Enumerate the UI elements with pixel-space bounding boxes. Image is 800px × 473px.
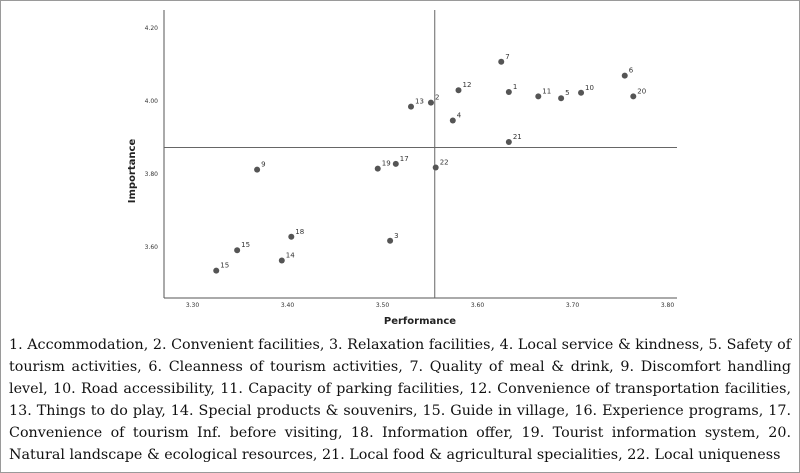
data-point: [278, 257, 285, 264]
point-label: 20: [637, 87, 646, 95]
point-label: 1: [513, 83, 517, 91]
point-label: 10: [585, 84, 594, 92]
point-label: 15: [220, 262, 229, 270]
y-tick-label: 4.00: [145, 98, 159, 105]
x-tick-label: 3.30: [186, 302, 200, 309]
x-tick-label: 3.70: [566, 302, 580, 309]
data-point: [234, 247, 241, 254]
x-tick-label: 3.80: [661, 302, 675, 309]
point-label: 11: [542, 87, 551, 95]
point-label: 13: [415, 98, 424, 106]
data-point: [558, 95, 565, 102]
x-axis-title: Performance: [384, 316, 456, 327]
point-label: 2: [435, 94, 439, 102]
data-point: [449, 117, 456, 124]
data-point: [374, 165, 381, 172]
data-point: [392, 160, 399, 167]
point-label: 6: [629, 67, 634, 75]
y-axis-title: Importance: [127, 139, 138, 204]
data-point: [288, 233, 295, 240]
point-label: 12: [463, 81, 472, 89]
data-point: [621, 72, 628, 79]
data-point: [535, 93, 542, 100]
x-tick-label: 3.40: [281, 302, 295, 309]
data-point: [408, 103, 414, 110]
point-label: 15: [241, 241, 250, 249]
point-label: 5: [565, 89, 569, 97]
point-label: 4: [457, 111, 462, 119]
x-ticks: 3.30 3.40 3.50 3.60 3.70 3.80: [186, 302, 675, 309]
data-point: [213, 267, 220, 274]
x-tick-label: 3.60: [471, 302, 485, 309]
x-tick-label: 3.50: [376, 302, 390, 309]
data-point: [505, 138, 512, 145]
data-point: [254, 166, 261, 173]
data-point: [427, 99, 434, 106]
y-ticks: 3.60 3.80 4.00 4.20: [145, 25, 159, 251]
point-label: 17: [400, 155, 409, 163]
data-point: [455, 87, 462, 94]
y-tick-label: 4.20: [145, 25, 159, 32]
point-label: 19: [382, 160, 391, 168]
data-point: [630, 93, 637, 100]
point-label: 7: [505, 53, 509, 61]
data-point: [498, 58, 505, 65]
data-point: [578, 89, 585, 96]
point-label: 14: [286, 251, 295, 259]
point-label: 21: [513, 133, 522, 141]
ipa-scatter-chart: 3.30 3.40 3.50 3.60 3.70 3.80 3.60 3.80 4.00 4.2…: [1, 1, 799, 329]
point-label: 22: [440, 158, 449, 166]
y-tick-label: 3.80: [145, 171, 159, 178]
data-point: [432, 164, 439, 171]
data-point: [387, 237, 394, 244]
chart-svg: 3.30 3.40 3.50 3.60 3.70 3.80 3.60 3.80 4.00 4.2…: [127, 10, 677, 327]
point-label: 3: [394, 232, 398, 240]
point-label: 9: [261, 161, 265, 169]
point-label: 18: [295, 228, 304, 236]
legend-caption: 1. Accommodation, 2. Convenient faciliti…: [9, 337, 791, 463]
y-tick-label: 3.60: [145, 244, 159, 251]
data-point: [505, 89, 512, 96]
